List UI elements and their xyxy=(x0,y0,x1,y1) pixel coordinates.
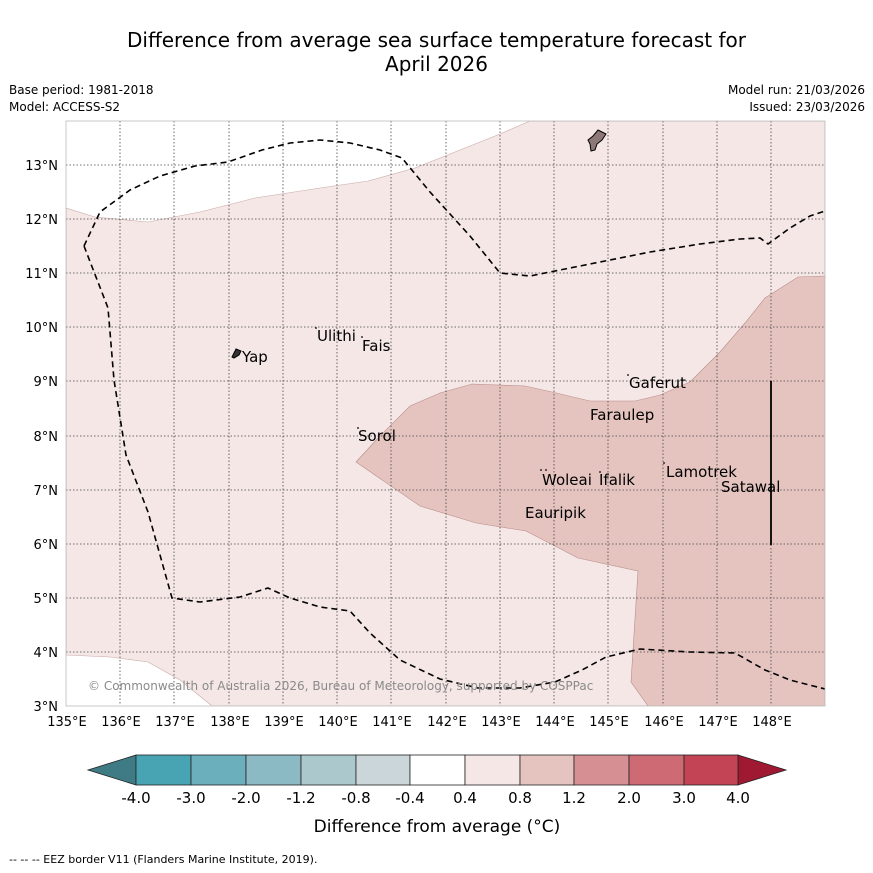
lat-tick-13n: 13°N xyxy=(25,159,58,174)
eez-footnote: -- -- -- EEZ border V11 (Flanders Marine… xyxy=(9,853,318,866)
colorbar-extend-low xyxy=(86,754,137,786)
colorbar-tick-7: 0.4 xyxy=(453,789,477,807)
colorbar-tick-2: -3.0 xyxy=(176,789,205,807)
place-label-ulithi: Ulithi xyxy=(317,327,356,345)
meta-right: Model run: 21/03/2026 Issued: 23/03/2026 xyxy=(728,82,865,116)
lon-tick-144e: 144°E xyxy=(535,715,575,730)
chart-title: Difference from average sea surface temp… xyxy=(0,28,873,76)
lat-tick-8n: 8°N xyxy=(34,430,59,445)
lon-tick-148e: 148°E xyxy=(752,715,792,730)
colorbar-title: Difference from average (°C) xyxy=(314,817,561,837)
yap-island xyxy=(231,348,242,359)
place-label-ifalik: Ifalik xyxy=(599,471,635,489)
colorbar-bin-6 xyxy=(409,754,466,786)
place-label-lamotrek: Lamotrek xyxy=(666,463,737,481)
lat-tick-9n: 9°N xyxy=(34,375,59,390)
colorbar-bin-7 xyxy=(464,754,521,786)
lon-tick-139e: 139°E xyxy=(264,715,304,730)
meta-left: Base period: 1981-2018 Model: ACCESS-S2 xyxy=(9,82,154,116)
lon-tick-136e: 136°E xyxy=(101,715,141,730)
longitude-ticks: 135°E 136°E 137°E 138°E 139°E 140°E 141°… xyxy=(47,715,792,730)
title-line-2: April 2026 xyxy=(385,52,488,76)
lat-tick-5n: 5°N xyxy=(34,592,59,607)
colorbar-bin-8 xyxy=(519,754,575,786)
colorbar-bin-1 xyxy=(135,754,192,786)
colorbar-bin-3 xyxy=(245,754,302,786)
colorbar-bin-9 xyxy=(573,754,630,786)
lat-tick-4n: 4°N xyxy=(34,646,59,661)
lon-tick-146e: 146°E xyxy=(644,715,684,730)
colorbar-extend-high xyxy=(737,754,788,786)
copyright-notice: © Commonwealth of Australia 2026, Bureau… xyxy=(88,679,593,693)
lon-tick-138e: 138°E xyxy=(210,715,250,730)
lat-tick-10n: 10°N xyxy=(25,321,58,336)
place-label-sorol: Sorol xyxy=(358,427,396,445)
place-label-satawal: Satawal xyxy=(721,478,780,496)
place-label-gaferut: Gaferut xyxy=(629,374,686,392)
colorbar-tick-3: -2.0 xyxy=(231,789,260,807)
colorbar: -4.0 -3.0 -2.0 -1.2 -0.8 -0.4 0.4 0.8 1.… xyxy=(86,754,788,837)
lon-tick-145e: 145°E xyxy=(589,715,629,730)
colorbar-tick-4: -1.2 xyxy=(286,789,315,807)
atoll-dots xyxy=(315,327,665,473)
model-run: Model run: 21/03/2026 xyxy=(727,83,865,97)
colorbar-tick-12: 4.0 xyxy=(726,789,750,807)
map-frame xyxy=(65,120,826,707)
colorbar-tick-10: 2.0 xyxy=(617,789,641,807)
place-label-faraulep: Faraulep xyxy=(590,406,654,424)
lat-tick-11n: 11°N xyxy=(25,267,58,282)
lon-tick-143e: 143°E xyxy=(481,715,521,730)
lon-tick-141e: 141°E xyxy=(372,715,412,730)
lat-tick-6n: 6°N xyxy=(34,538,59,553)
lon-tick-137e: 137°E xyxy=(155,715,195,730)
lon-tick-147e: 147°E xyxy=(698,715,738,730)
colorbar-bin-10 xyxy=(628,754,685,786)
title-line-1: Difference from average sea surface temp… xyxy=(126,28,746,52)
colorbar-tick-8: 0.8 xyxy=(508,789,532,807)
colorbar-tick-1: -4.0 xyxy=(121,789,150,807)
lon-tick-135e: 135°E xyxy=(47,715,87,730)
colorbar-bin-4 xyxy=(300,754,357,786)
model-name: Model: ACCESS-S2 xyxy=(9,100,121,114)
place-label-woleai: Woleai xyxy=(542,471,592,489)
guam-island xyxy=(587,129,607,152)
base-period: Base period: 1981-2018 xyxy=(9,83,154,97)
colorbar-bin-2 xyxy=(190,754,247,786)
lat-tick-12n: 12°N xyxy=(25,213,58,228)
issued-date: Issued: 23/03/2026 xyxy=(749,100,865,114)
colorbar-bin-11 xyxy=(683,754,739,786)
latitude-ticks: 3°N 4°N 5°N 6°N 7°N 8°N 9°N 10°N 11°N 12… xyxy=(25,159,58,715)
colorbar-bin-5 xyxy=(355,754,411,786)
colorbar-tick-11: 3.0 xyxy=(672,789,696,807)
lat-tick-3n: 3°N xyxy=(34,700,59,715)
place-label-fais: Fais xyxy=(362,337,391,355)
lat-tick-7n: 7°N xyxy=(34,484,59,499)
lon-tick-142e: 142°E xyxy=(427,715,467,730)
anomaly-region-0-8-to-1-2 xyxy=(355,275,825,706)
place-label-eauripik: Eauripik xyxy=(525,504,586,522)
colorbar-tick-5: -0.8 xyxy=(341,789,370,807)
eez-border xyxy=(83,139,825,690)
colorbar-tick-6: -0.4 xyxy=(395,789,424,807)
place-label-yap: Yap xyxy=(241,348,268,366)
map-area[interactable]: Yap Ulithi Fais Gaferut Faraulep Sorol W… xyxy=(66,121,825,706)
colorbar-tick-9: 1.2 xyxy=(562,789,586,807)
lon-tick-140e: 140°E xyxy=(318,715,358,730)
